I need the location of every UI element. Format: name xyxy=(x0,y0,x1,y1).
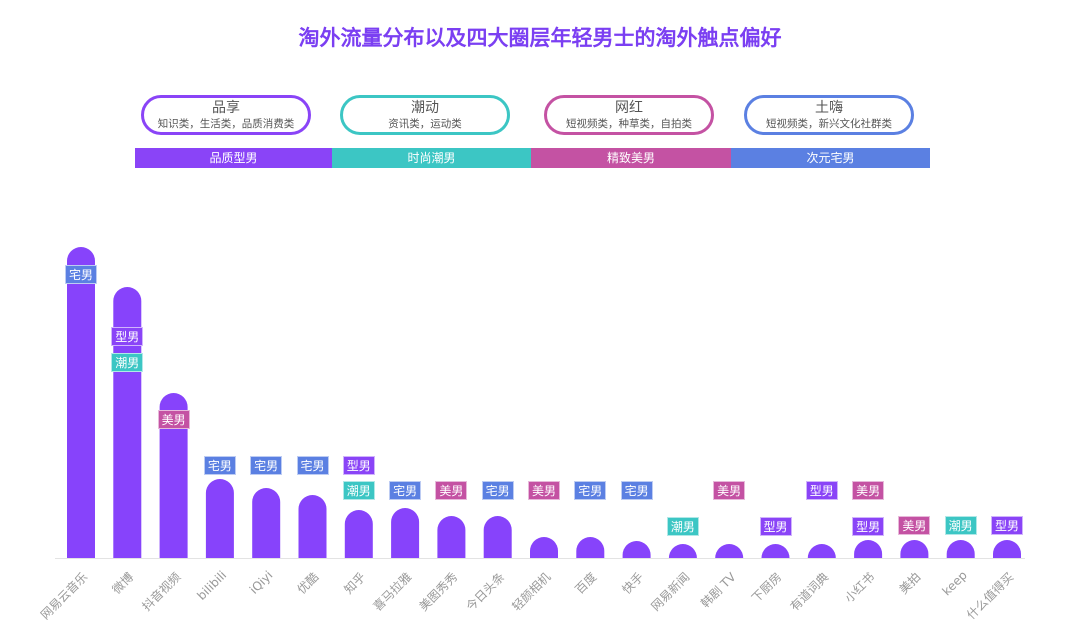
segment-tag: 潮男 xyxy=(111,353,144,372)
segment-tag: 美男 xyxy=(852,481,885,500)
segment-tag: 美男 xyxy=(157,410,190,429)
bar-快手 xyxy=(622,541,651,558)
bar-轻颜相机 xyxy=(530,537,558,558)
segment-tag: 潮男 xyxy=(666,517,699,536)
pill-title: 潮动 xyxy=(411,100,439,116)
segment-2: 精致美男 xyxy=(531,148,731,168)
pill-title: 品享 xyxy=(212,100,240,116)
segment-tag: 宅男 xyxy=(203,456,236,475)
bar-喜马拉雅 xyxy=(391,508,420,558)
segment-tag: 型男 xyxy=(805,481,838,500)
segment-tag: 型男 xyxy=(342,456,375,475)
bar-优酷 xyxy=(298,495,327,558)
bar-有道词典 xyxy=(807,544,836,558)
pill-0: 品享知识类，生活类，品质消费类 xyxy=(141,95,311,135)
segment-3: 次元宅男 xyxy=(731,148,930,168)
segment-tag: 宅男 xyxy=(296,456,329,475)
bar-下厨房 xyxy=(761,544,790,558)
pill-title: 网红 xyxy=(615,100,643,116)
segment-tag: 宅男 xyxy=(481,481,514,500)
bar-美拍 xyxy=(900,540,929,558)
segment-tag: 潮男 xyxy=(944,516,977,535)
segment-tag: 美男 xyxy=(898,516,931,535)
bar-美图秀秀 xyxy=(437,516,466,558)
segment-tag: 型男 xyxy=(111,327,144,346)
pill-title: 土嗨 xyxy=(815,100,843,116)
segment-tag: 美男 xyxy=(713,481,746,500)
bar-抖音视频 xyxy=(159,393,188,558)
bar-知乎 xyxy=(344,510,373,558)
pill-3: 土嗨短视频类，新兴文化社群类 xyxy=(744,95,914,135)
segment-tag: 潮男 xyxy=(342,481,375,500)
segment-0: 品质型男 xyxy=(135,148,332,168)
pill-subtitle: 知识类，生活类，品质消费类 xyxy=(157,118,295,130)
segment-tag: 宅男 xyxy=(620,481,653,500)
segment-tag: 型男 xyxy=(991,516,1023,535)
segment-tag: 宅男 xyxy=(65,265,97,284)
bar-bilibili xyxy=(205,479,234,558)
bar-keep xyxy=(946,540,975,558)
pill-subtitle: 短视频类，新兴文化社群类 xyxy=(766,118,892,130)
chart-title: 淘外流量分布以及四大圈层年轻男士的淘外触点偏好 xyxy=(298,26,782,50)
pill-1: 潮动资讯类，运动类 xyxy=(340,95,510,135)
segment-1: 时尚潮男 xyxy=(332,148,531,168)
bar-什么值得买 xyxy=(993,540,1021,558)
segment-tag: 美男 xyxy=(528,481,560,500)
bar-网易云音乐 xyxy=(67,247,95,558)
segment-tag: 宅男 xyxy=(389,481,422,500)
bar-iQiyi xyxy=(252,487,281,558)
bar-韩剧 TV xyxy=(715,544,744,558)
pill-subtitle: 资讯类，运动类 xyxy=(388,118,462,130)
segment-tag: 宅男 xyxy=(574,481,607,500)
segment-tag: 宅男 xyxy=(250,456,283,475)
bar-今日头条 xyxy=(483,516,512,558)
segment-tag: 美男 xyxy=(435,481,468,500)
pill-subtitle: 短视频类，种草类，自拍类 xyxy=(566,118,692,130)
pill-2: 网红短视频类，种草类，自拍类 xyxy=(544,95,714,135)
bar-网易新闻 xyxy=(668,544,697,558)
segment-tag: 型男 xyxy=(759,517,792,536)
segment-tag: 型男 xyxy=(852,517,885,536)
bar-小红书 xyxy=(854,540,883,558)
bar-百度 xyxy=(576,537,605,558)
